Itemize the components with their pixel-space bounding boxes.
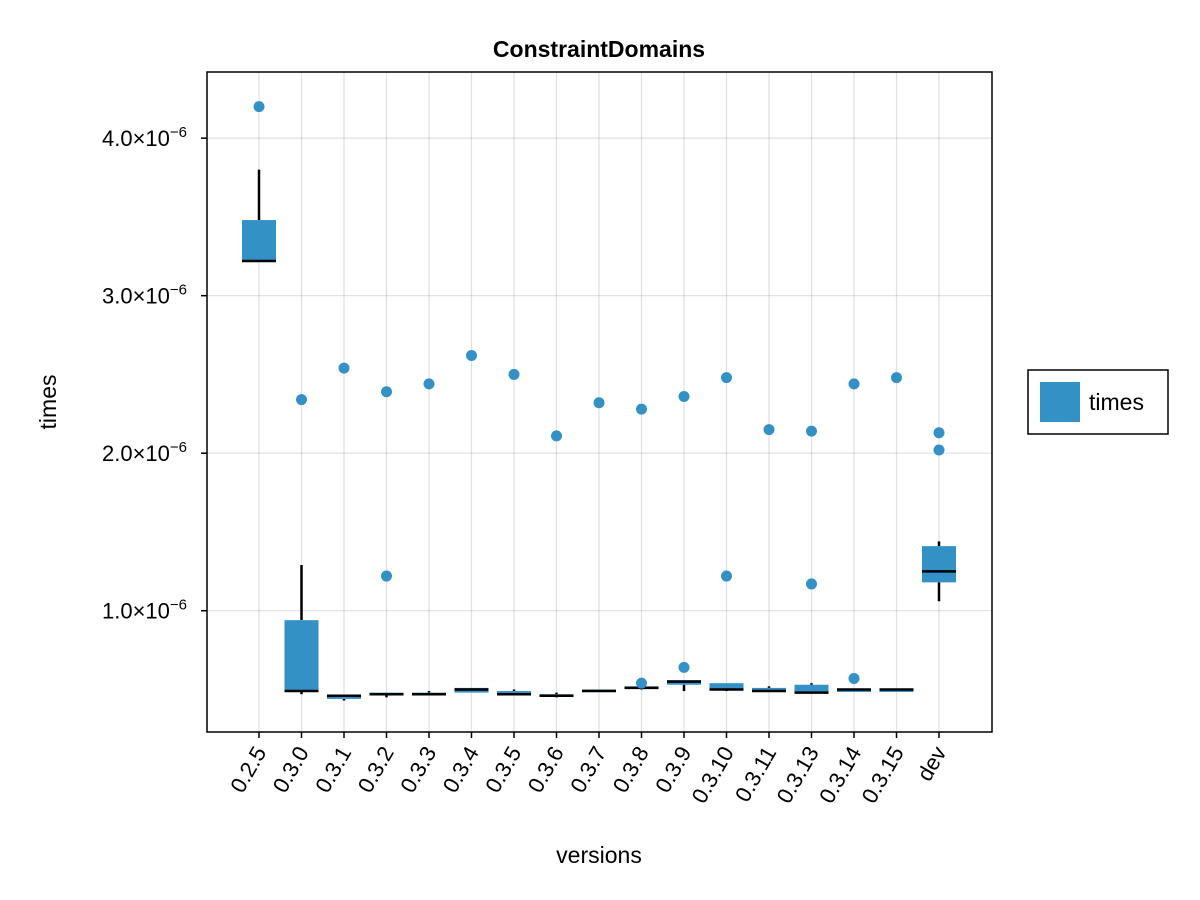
- outlier-point: [636, 403, 647, 415]
- outlier-point: [508, 368, 520, 380]
- outlier-point: [721, 570, 732, 582]
- box-group: [667, 390, 701, 692]
- outlier-point: [593, 397, 605, 409]
- box-group: [624, 403, 659, 690]
- legend-label: times: [1089, 389, 1144, 415]
- x-axis-label: versions: [556, 842, 642, 868]
- box-group: [922, 427, 956, 602]
- box: [752, 687, 786, 692]
- box-group: [582, 397, 616, 693]
- outlier-point: [296, 394, 307, 406]
- box-group: [752, 424, 786, 693]
- outlier-point: [891, 372, 902, 384]
- box-group: [794, 425, 829, 694]
- outlier-point: [933, 444, 945, 456]
- outlier-point: [551, 430, 562, 442]
- y-axis-label: times: [35, 375, 61, 430]
- box-group: [539, 430, 574, 698]
- outlier-point: [466, 350, 477, 362]
- outlier-point: [423, 378, 435, 390]
- box-group: [327, 362, 361, 701]
- box: [284, 620, 319, 692]
- box-group: [242, 101, 276, 263]
- outlier-point: [806, 578, 817, 590]
- box-group: [879, 372, 914, 692]
- box-group: [837, 378, 871, 692]
- outlier-point: [848, 672, 860, 684]
- outlier-point: [721, 372, 732, 384]
- chart-title: ConstraintDomains: [493, 36, 705, 62]
- box: [327, 695, 361, 699]
- outlier-point: [253, 101, 265, 113]
- y-axis: 1.0×10−6 2.0×10−6 3.0×10−6 4.0×10−6: [102, 124, 207, 624]
- outlier-point: [678, 661, 690, 673]
- y-tick-label: 3.0×10−6: [102, 282, 187, 309]
- box: [794, 684, 829, 693]
- box-group: [454, 350, 489, 693]
- marks-layer: [242, 101, 956, 701]
- legend-swatch: [1040, 382, 1080, 422]
- box-group: [369, 386, 404, 698]
- outlier-point: [381, 386, 392, 398]
- box-group: [284, 394, 319, 695]
- legend: times: [1027, 369, 1169, 435]
- y-tick-label: 1.0×10−6: [102, 597, 187, 624]
- outlier-point: [763, 424, 775, 436]
- box-group: [497, 368, 531, 696]
- outlier-point: [636, 677, 647, 689]
- outlier-point: [678, 390, 690, 402]
- box: [497, 691, 531, 695]
- box-group: [709, 372, 744, 692]
- outlier-point: [381, 570, 392, 582]
- grid-layer: [207, 72, 992, 732]
- outlier-point: [848, 378, 860, 390]
- box: [922, 546, 956, 583]
- box: [242, 220, 276, 262]
- y-tick-label: 2.0×10−6: [102, 439, 187, 466]
- outlier-point: [806, 425, 817, 437]
- y-tick-label: 4.0×10−6: [102, 124, 187, 151]
- box: [709, 683, 744, 690]
- outlier-point: [933, 427, 945, 439]
- box-group: [412, 378, 446, 696]
- outlier-point: [338, 362, 350, 374]
